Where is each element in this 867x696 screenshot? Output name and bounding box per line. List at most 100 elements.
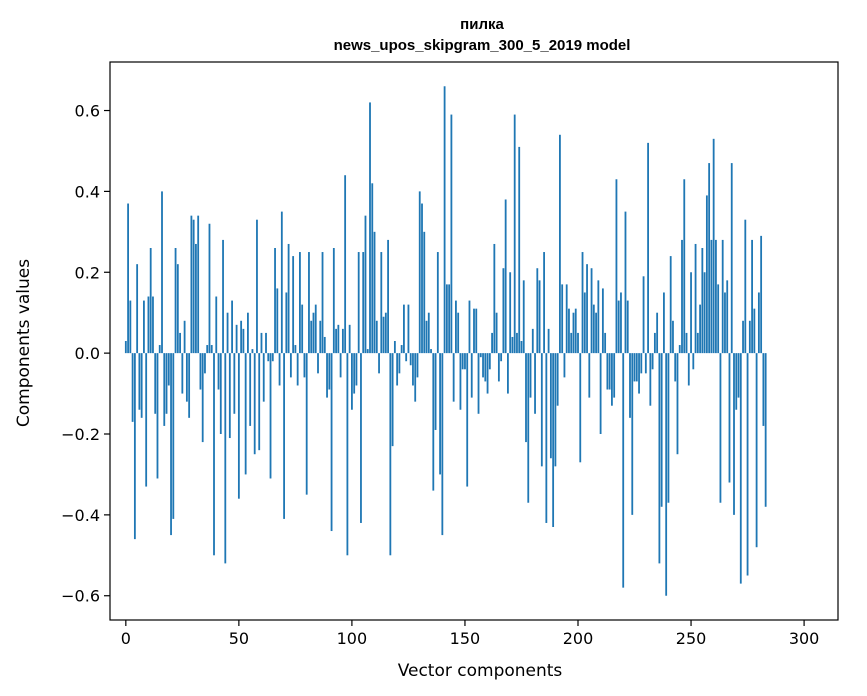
bar-237 (660, 353, 663, 507)
bar-130 (418, 191, 421, 354)
bar-152 (468, 300, 471, 354)
bar-283 (764, 353, 767, 507)
y-tick-label: −0.2 (61, 425, 100, 444)
bar-222 (626, 300, 629, 354)
bar-85 (317, 353, 319, 374)
y-axis-label: Components values (14, 259, 34, 427)
bar-125 (407, 304, 410, 354)
bar-218 (617, 300, 620, 354)
bar-73 (289, 353, 292, 378)
bar-135 (430, 349, 432, 354)
bar-153 (470, 353, 473, 398)
bar-29 (190, 215, 193, 354)
bar-97 (344, 175, 347, 354)
bar-262 (717, 284, 720, 354)
bar-173 (516, 332, 518, 354)
bar-109 (371, 183, 374, 354)
bar-219 (620, 292, 622, 354)
bar-212 (604, 332, 607, 354)
bar-193 (561, 284, 564, 354)
bar-69 (280, 211, 283, 354)
bar-275 (746, 353, 749, 576)
bar-4 (133, 353, 136, 540)
bar-269 (733, 353, 735, 515)
bar-263 (719, 353, 722, 503)
bar-164 (495, 312, 498, 354)
bar-19 (167, 353, 170, 386)
bar-10 (147, 296, 150, 354)
bar-170 (509, 272, 512, 354)
bar-216 (613, 353, 616, 398)
bar-136 (432, 353, 435, 491)
bar-272 (739, 353, 742, 584)
x-tick-label: 0 (121, 629, 131, 648)
bar-66 (274, 248, 276, 354)
bar-46 (228, 353, 231, 439)
bar-144 (450, 114, 453, 354)
bar-256 (703, 272, 706, 354)
bar-239 (665, 353, 668, 596)
bar-195 (565, 284, 568, 354)
bar-63 (267, 353, 270, 362)
bar-119 (393, 341, 396, 354)
bar-167 (502, 268, 505, 354)
bar-246 (681, 239, 683, 354)
x-tick-label: 300 (789, 629, 820, 648)
bar-154 (473, 308, 475, 354)
bar-0 (124, 341, 127, 354)
bar-3 (131, 353, 134, 422)
bar-117 (389, 353, 392, 556)
bar-57 (253, 353, 256, 455)
bar-207 (592, 304, 595, 354)
bar-179 (529, 353, 532, 398)
bar-168 (504, 199, 507, 354)
bar-51 (240, 320, 243, 354)
bar-15 (158, 345, 161, 354)
bar-53 (244, 353, 247, 475)
bar-248 (685, 332, 688, 354)
bar-26 (183, 320, 186, 354)
bars-group (124, 86, 767, 596)
bar-118 (391, 353, 394, 447)
bar-133 (425, 320, 428, 354)
bar-249 (687, 353, 690, 386)
bar-199 (574, 308, 577, 354)
bar-9 (145, 353, 148, 487)
bar-271 (737, 353, 740, 398)
bar-233 (651, 353, 654, 370)
bar-23 (176, 264, 179, 354)
bar-180 (531, 328, 534, 354)
bar-34 (201, 353, 204, 443)
bar-259 (710, 239, 713, 354)
bar-56 (251, 349, 254, 354)
x-tick-label: 50 (229, 629, 249, 648)
bar-224 (631, 353, 634, 515)
bar-96 (341, 328, 344, 354)
bar-50 (237, 353, 240, 499)
bar-106 (364, 215, 367, 354)
bar-111 (375, 320, 378, 354)
bar-87 (321, 252, 324, 354)
bar-251 (692, 353, 695, 370)
bar-196 (568, 308, 570, 354)
bar-171 (511, 336, 514, 354)
bar-188 (549, 353, 552, 459)
bar-60 (260, 332, 263, 354)
bar-183 (538, 280, 541, 354)
bar-234 (653, 332, 656, 354)
bar-8 (143, 300, 145, 354)
bar-206 (590, 268, 593, 354)
bar-226 (635, 353, 638, 382)
bar-238 (663, 292, 665, 354)
bar-122 (400, 345, 403, 354)
bar-235 (656, 312, 659, 354)
bar-41 (217, 353, 220, 390)
bar-59 (258, 353, 261, 451)
bar-175 (520, 341, 523, 354)
bar-47 (231, 300, 233, 354)
bar-81 (308, 252, 310, 354)
bar-157 (479, 353, 482, 358)
bar-151 (466, 353, 469, 487)
bar-2 (129, 300, 132, 354)
bar-24 (179, 332, 181, 354)
